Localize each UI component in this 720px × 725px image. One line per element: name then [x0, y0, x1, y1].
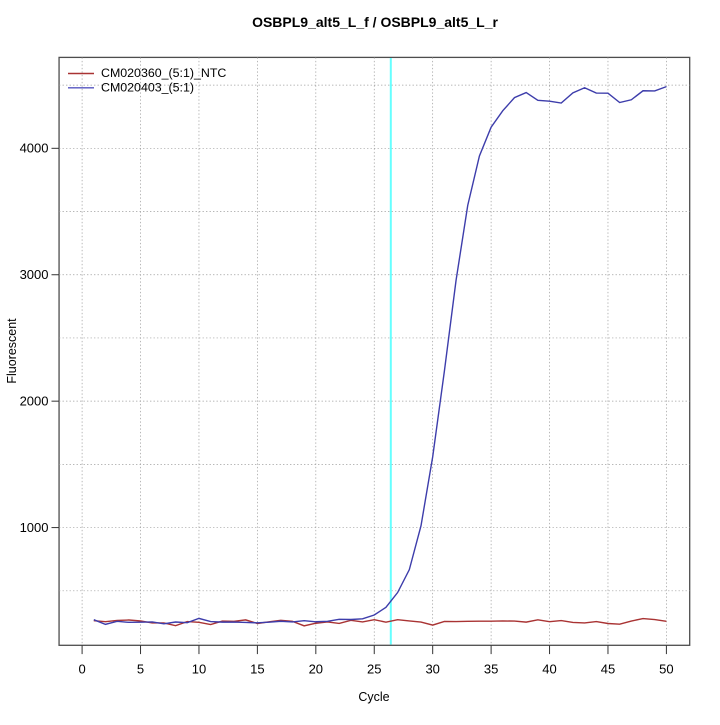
svg-text:4000: 4000	[20, 141, 49, 156]
svg-text:25: 25	[367, 662, 381, 677]
svg-text:Cycle: Cycle	[358, 690, 389, 704]
svg-text:1000: 1000	[20, 520, 49, 535]
svg-text:3000: 3000	[20, 267, 49, 282]
svg-text:OSBPL9_alt5_L_f / OSBPL9_alt5_: OSBPL9_alt5_L_f / OSBPL9_alt5_L_r	[252, 14, 498, 30]
svg-text:30: 30	[425, 662, 439, 677]
svg-text:Fluorescent: Fluorescent	[5, 318, 19, 384]
svg-text:10: 10	[192, 662, 206, 677]
svg-text:50: 50	[659, 662, 673, 677]
svg-text:0: 0	[78, 662, 85, 677]
svg-text:20: 20	[309, 662, 323, 677]
svg-text:40: 40	[542, 662, 556, 677]
svg-text:45: 45	[601, 662, 615, 677]
svg-text:5: 5	[137, 662, 144, 677]
svg-text:CM020360_(5:1)_NTC: CM020360_(5:1)_NTC	[101, 66, 226, 80]
svg-text:35: 35	[484, 662, 498, 677]
svg-text:15: 15	[250, 662, 264, 677]
svg-text:2000: 2000	[20, 394, 49, 409]
svg-text:CM020403_(5:1): CM020403_(5:1)	[101, 80, 194, 94]
